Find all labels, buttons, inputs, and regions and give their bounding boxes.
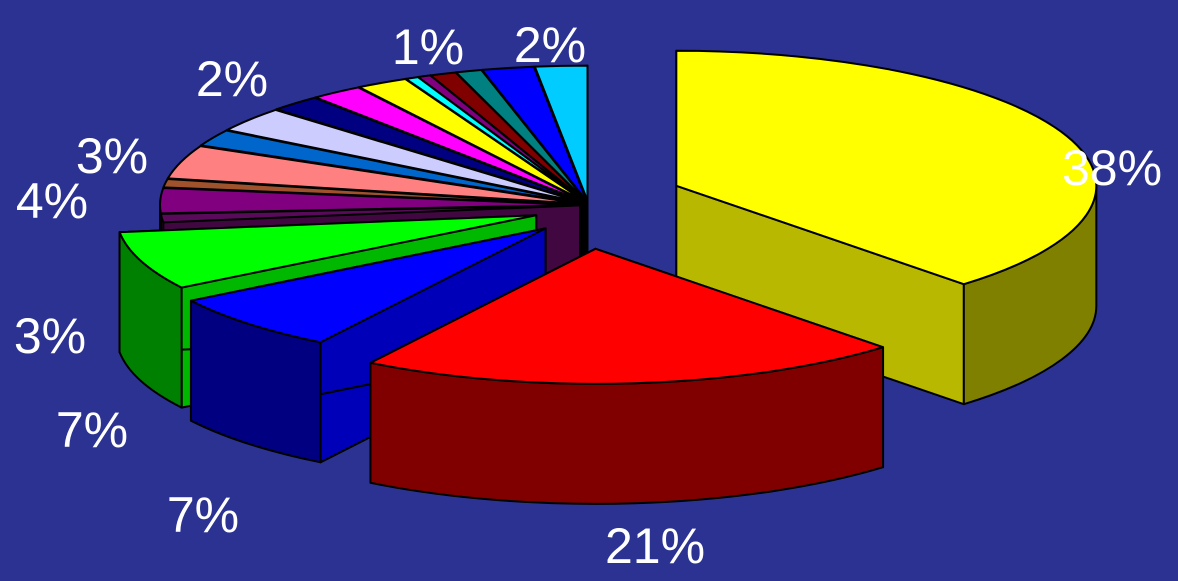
pie-slice xyxy=(369,247,885,505)
slice-percent-label: 7% xyxy=(56,402,128,458)
pie-slice-top xyxy=(118,214,538,289)
slice-percent-label: 3% xyxy=(76,128,148,184)
pie-slice-top xyxy=(675,49,1098,286)
slice-percent-label: 7% xyxy=(167,487,239,543)
pie-wedges xyxy=(118,49,1098,505)
slice-percent-label: 2% xyxy=(514,17,586,73)
slice-percent-label: 2% xyxy=(196,51,268,107)
slice-percent-label: 4% xyxy=(16,173,88,229)
pie-slice-top xyxy=(369,247,885,385)
slice-percent-label: 1% xyxy=(392,19,464,75)
slice-percent-label: 21% xyxy=(605,518,705,574)
pie-slice-top xyxy=(189,227,547,344)
slice-percent-label: 38% xyxy=(1062,140,1162,196)
pie-labels: 38%21%7%7%3%4%3%2%1% 2% xyxy=(14,17,1162,574)
pie-slice xyxy=(675,49,1098,406)
slice-percent-label: 3% xyxy=(14,308,86,364)
pie-slice-top xyxy=(159,204,582,224)
